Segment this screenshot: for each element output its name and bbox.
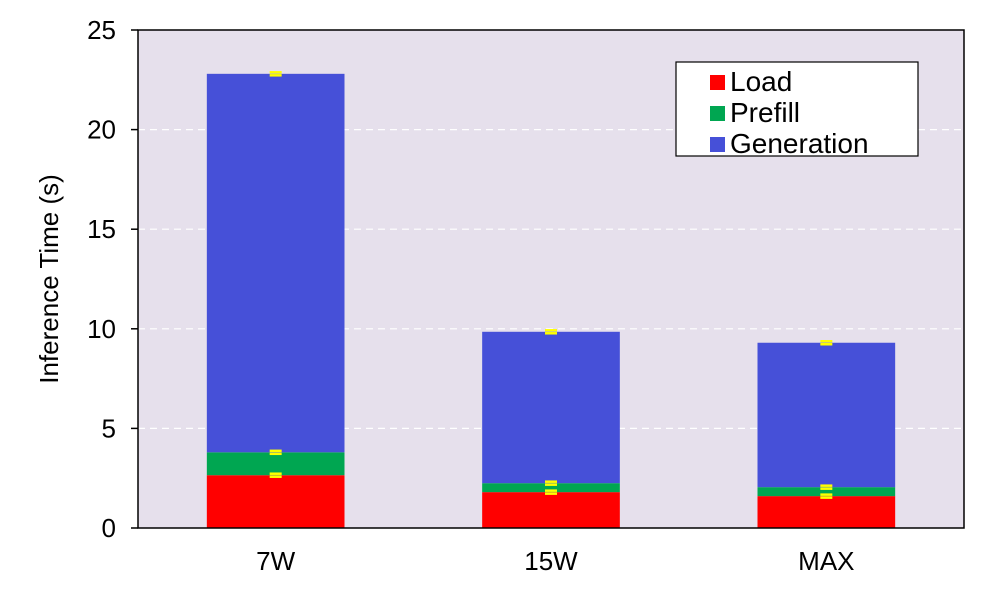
bar-load-7w	[206, 475, 345, 528]
y-tick-label-20: 20	[87, 115, 116, 145]
y-axis-title: Inference Time (s)	[34, 174, 64, 384]
legend-label-load: Load	[730, 66, 792, 97]
bar-prefill-max	[757, 487, 896, 497]
y-axis: 0 5 10 15 20 25	[87, 15, 138, 543]
x-tick-label-max: MAX	[798, 546, 854, 576]
y-tick-label-25: 25	[87, 15, 116, 45]
bar-load-15w	[482, 492, 620, 528]
bars	[206, 73, 896, 528]
bar-generation-15w	[482, 331, 620, 484]
legend-label-generation: Generation	[730, 128, 869, 159]
x-tick-label-7w: 7W	[256, 546, 295, 576]
y-tick-label-15: 15	[87, 214, 116, 244]
bar-prefill-15w	[482, 483, 620, 493]
bar-load-max	[757, 496, 896, 528]
x-axis: 7W 15W MAX	[256, 546, 854, 576]
y-tick-label-0: 0	[102, 513, 116, 543]
plot-frame	[137, 29, 965, 529]
bar-prefill-7w	[206, 452, 345, 476]
y-tick-label-5: 5	[102, 413, 116, 443]
legend-swatch-load	[710, 75, 725, 90]
error-bars	[269, 71, 833, 499]
bar-generation-7w	[206, 73, 345, 453]
x-tick-label-15w: 15W	[524, 546, 578, 576]
legend-label-prefill: Prefill	[730, 97, 800, 128]
legend-swatch-generation	[710, 137, 725, 152]
legend-swatch-prefill	[710, 106, 725, 121]
y-tick-label-10: 10	[87, 314, 116, 344]
bar-generation-max	[757, 342, 896, 488]
